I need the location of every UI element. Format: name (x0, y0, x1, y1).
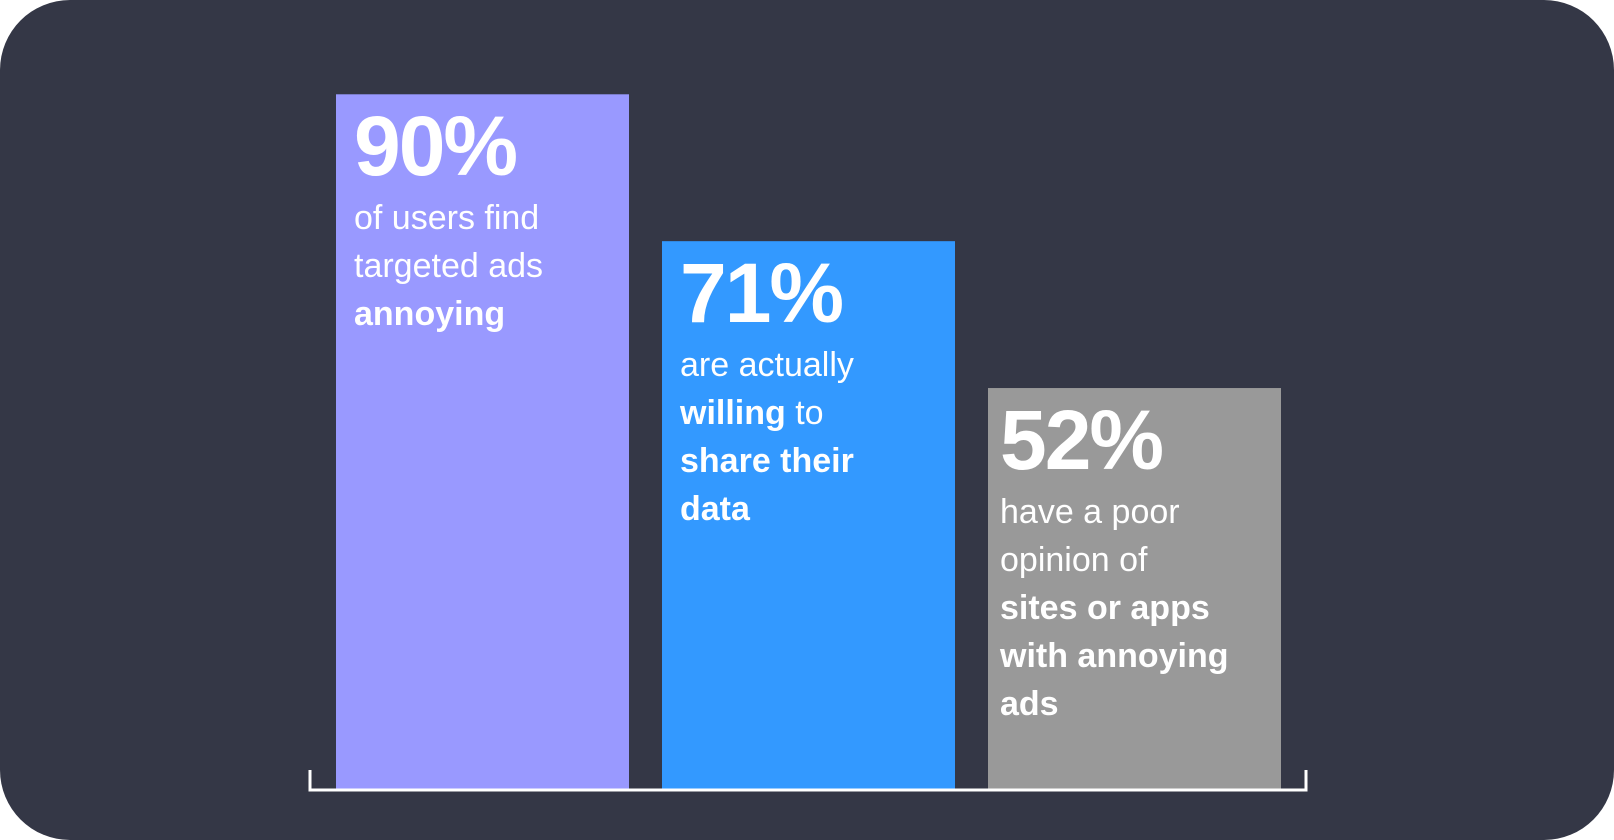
bar-caption: are actually willing to share their data (680, 341, 953, 533)
x-axis (308, 770, 1308, 792)
caption-segment: annoying (354, 295, 506, 334)
bar-1 (336, 94, 629, 791)
caption-segment: ads (1000, 685, 1059, 724)
caption-segment: sites or apps (1000, 589, 1210, 628)
bar-value-label: 71% (680, 246, 844, 341)
bar-label-1: 90% of users find targeted ads annoying (354, 104, 627, 338)
caption-segment: to (785, 394, 824, 433)
bar-value-label: 52% (1000, 393, 1164, 488)
bar-caption: of users find targeted ads annoying (354, 194, 627, 338)
caption-segment: share their (680, 442, 854, 481)
bar-label-3: 52% have a poor opinion of sites or apps wit… (1000, 398, 1273, 728)
caption-segment: willing (680, 394, 786, 433)
caption-segment: with annoying (1000, 637, 1229, 676)
bar-value-label: 90% (354, 99, 518, 194)
bar-2 (662, 241, 955, 791)
caption-segment: have a poor (1000, 493, 1180, 532)
caption-segment: of users find (354, 199, 540, 238)
caption-segment: data (680, 490, 750, 529)
caption-segment: are actually (680, 346, 854, 385)
bar-caption: have a poor opinion of sites or apps with a… (1000, 488, 1273, 728)
bar-3 (988, 388, 1281, 790)
caption-segment: opinion of (1000, 541, 1148, 580)
bars-group (336, 94, 1281, 791)
bar-label-2: 71% are actually willing to share their data (680, 251, 953, 533)
caption-segment: targeted ads (354, 247, 544, 286)
